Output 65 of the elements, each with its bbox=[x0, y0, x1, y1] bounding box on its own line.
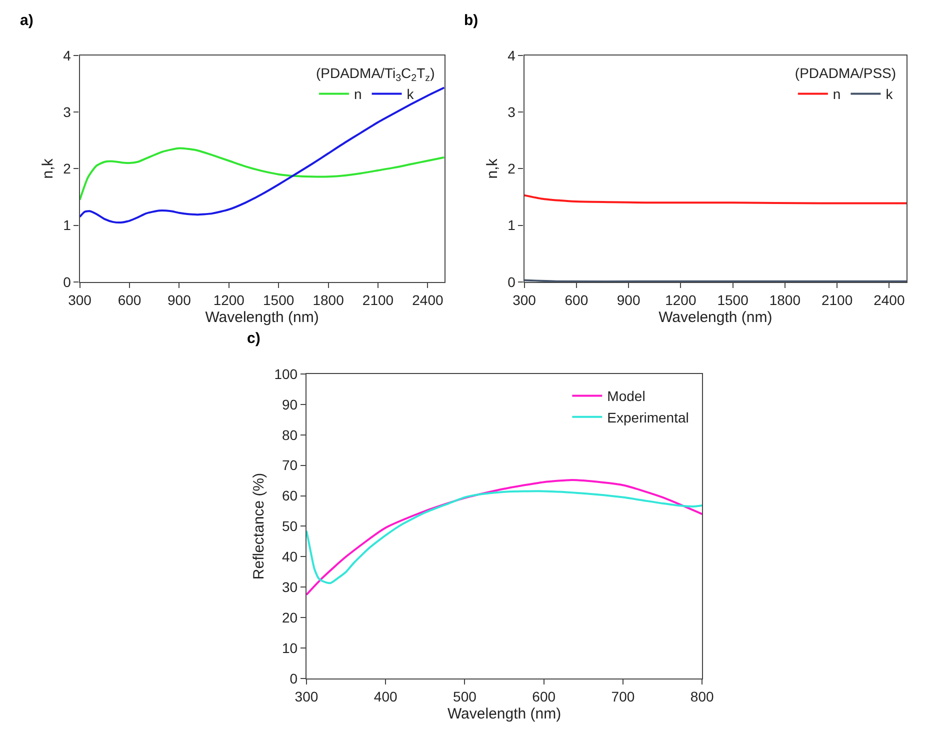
y-tick-label: 0 bbox=[290, 670, 298, 686]
y-tick-label: 1 bbox=[508, 217, 516, 234]
x-tick-label: 600 bbox=[118, 292, 142, 308]
y-tick-label: 20 bbox=[282, 609, 298, 626]
x-tick-label: 1800 bbox=[312, 292, 344, 308]
x-tick-label: 1200 bbox=[213, 292, 245, 308]
legend-title: (PDADMA/PSS) bbox=[794, 65, 896, 82]
legend-title: (PDADMA/Ti$_{3}$C$_{2}$T$_{z}$) bbox=[316, 65, 435, 84]
y-tick-label: 10 bbox=[282, 640, 298, 656]
y-tick-label: 3 bbox=[508, 104, 516, 120]
y-tick-label: 4 bbox=[508, 47, 516, 64]
legend-label: Model bbox=[607, 388, 646, 404]
x-axis-title: Wavelength (nm) bbox=[658, 308, 772, 326]
legend-label: Experimental bbox=[607, 409, 689, 426]
legend-label: n bbox=[354, 86, 362, 102]
x-tick-label: 300 bbox=[294, 688, 318, 704]
y-tick-label: 80 bbox=[282, 426, 298, 443]
y-tick-label: 2 bbox=[63, 160, 72, 177]
y-tick-label: 50 bbox=[282, 518, 298, 534]
y-axis-title: n,k bbox=[39, 158, 56, 179]
line-series bbox=[80, 86, 444, 224]
y-tick-label: 2 bbox=[508, 160, 516, 177]
legend-label: k bbox=[406, 86, 415, 102]
y-tick-label: 0 bbox=[508, 274, 516, 290]
line-series bbox=[306, 490, 702, 584]
x-tick-label: 1500 bbox=[263, 292, 294, 308]
x-tick-label: 600 bbox=[564, 292, 588, 308]
chart-title: a) bbox=[20, 12, 34, 29]
x-tick-label: 900 bbox=[168, 292, 192, 308]
line-series bbox=[524, 194, 907, 204]
x-axis-title: Wavelength (nm) bbox=[205, 308, 319, 326]
x-tick-label: 300 bbox=[512, 292, 536, 308]
x-tick-label: 2400 bbox=[412, 292, 444, 308]
x-tick-label: 400 bbox=[374, 688, 398, 704]
legend-label: k bbox=[886, 86, 894, 102]
y-tick-label: 100 bbox=[274, 366, 298, 382]
x-tick-label: 2100 bbox=[821, 292, 853, 308]
x-axis-title: Wavelength (nm) bbox=[447, 705, 562, 722]
y-tick-label: 30 bbox=[282, 579, 298, 596]
x-tick-label: 1500 bbox=[717, 292, 749, 308]
x-tick-label: 900 bbox=[616, 292, 640, 308]
y-tick-label: 40 bbox=[282, 548, 298, 565]
y-tick-label: 4 bbox=[63, 47, 72, 64]
chart-title: b) bbox=[464, 12, 478, 29]
y-tick-label: 3 bbox=[63, 104, 72, 120]
y-tick-label: 70 bbox=[282, 457, 298, 474]
y-tick-label: 0 bbox=[63, 274, 72, 290]
legend-label: n bbox=[832, 86, 841, 102]
chart-title: c) bbox=[247, 330, 260, 347]
x-tick-label: 1200 bbox=[665, 292, 696, 308]
y-axis-title: n,k bbox=[484, 158, 501, 179]
x-tick-label: 2400 bbox=[874, 292, 905, 308]
line-series bbox=[80, 147, 444, 201]
y-tick-label: 60 bbox=[282, 488, 298, 504]
x-tick-label: 600 bbox=[532, 688, 556, 704]
x-tick-label: 500 bbox=[453, 688, 477, 704]
y-axis-title: Reflectance (%) bbox=[250, 472, 268, 580]
x-tick-label: 700 bbox=[611, 688, 635, 704]
x-tick-label: 1800 bbox=[769, 292, 801, 308]
x-tick-label: 800 bbox=[690, 688, 714, 704]
line-series bbox=[306, 478, 702, 596]
y-tick-label: 90 bbox=[282, 396, 298, 412]
y-tick-label: 1 bbox=[63, 217, 72, 234]
x-tick-label: 300 bbox=[68, 292, 92, 308]
x-tick-label: 2100 bbox=[362, 292, 394, 308]
